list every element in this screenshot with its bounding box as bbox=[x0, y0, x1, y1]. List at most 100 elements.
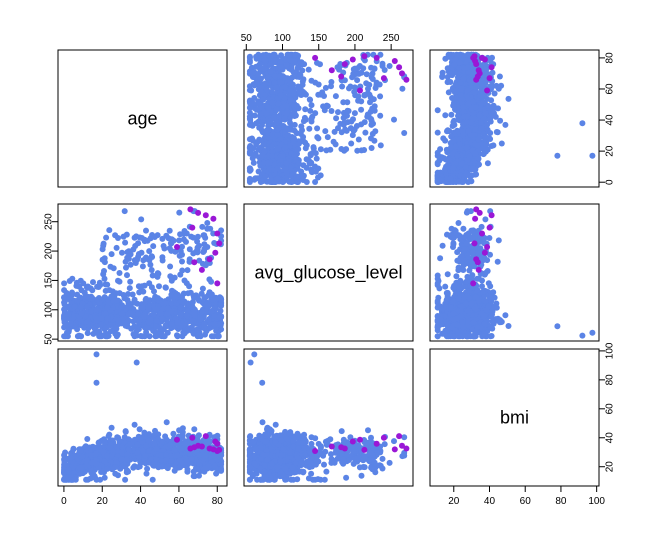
data-point bbox=[463, 209, 470, 216]
data-point bbox=[283, 62, 290, 68]
data-point bbox=[444, 128, 450, 135]
data-point bbox=[142, 255, 149, 262]
data-point bbox=[361, 119, 368, 126]
data-point bbox=[266, 117, 273, 124]
data-point bbox=[483, 141, 490, 148]
minority-point bbox=[216, 240, 223, 247]
data-point bbox=[485, 102, 492, 109]
data-point bbox=[269, 148, 276, 155]
data-point bbox=[206, 316, 212, 323]
data-point bbox=[100, 242, 107, 249]
data-point bbox=[61, 301, 68, 308]
data-point bbox=[161, 245, 168, 252]
data-point bbox=[246, 177, 253, 184]
data-point bbox=[307, 107, 314, 114]
data-point bbox=[386, 63, 393, 69]
data-point bbox=[308, 115, 315, 122]
data-point bbox=[461, 294, 468, 301]
data-point bbox=[314, 125, 321, 132]
data-point bbox=[455, 267, 462, 274]
data-point bbox=[140, 288, 147, 295]
data-point bbox=[310, 144, 317, 151]
data-point bbox=[363, 71, 370, 78]
data-point bbox=[179, 267, 186, 274]
data-point bbox=[107, 263, 114, 270]
data-point bbox=[279, 179, 286, 185]
data-point bbox=[184, 313, 190, 320]
data-point bbox=[199, 223, 206, 230]
data-point bbox=[138, 216, 145, 223]
data-point bbox=[469, 249, 476, 255]
data-point bbox=[302, 106, 309, 113]
data-point bbox=[272, 73, 279, 80]
panel-bmi-vs-age bbox=[57, 348, 228, 487]
data-point bbox=[167, 263, 174, 270]
data-point bbox=[399, 85, 406, 92]
data-point bbox=[295, 140, 302, 147]
data-point bbox=[280, 104, 287, 111]
data-point bbox=[108, 424, 115, 431]
data-point bbox=[196, 330, 202, 337]
data-point bbox=[295, 64, 302, 71]
data-point bbox=[467, 235, 474, 242]
data-point bbox=[176, 237, 183, 244]
data-point bbox=[104, 315, 111, 322]
data-point bbox=[150, 243, 157, 250]
data-point bbox=[449, 298, 456, 305]
data-point bbox=[502, 121, 509, 128]
data-point bbox=[121, 208, 128, 215]
data-point bbox=[101, 259, 108, 266]
data-point bbox=[269, 131, 276, 138]
data-point bbox=[199, 285, 206, 292]
data-point bbox=[279, 152, 286, 159]
data-point bbox=[131, 257, 138, 264]
panel-avg_glucose_level-vs-avg_glucose_level: avg_glucose_level bbox=[243, 203, 414, 342]
data-point bbox=[275, 125, 282, 132]
data-point bbox=[358, 106, 365, 113]
data-point bbox=[262, 80, 269, 87]
data-point bbox=[459, 319, 466, 326]
data-point bbox=[180, 329, 187, 336]
data-point bbox=[122, 476, 129, 483]
data-point bbox=[291, 58, 298, 65]
data-point bbox=[270, 52, 277, 59]
data-point bbox=[186, 283, 193, 290]
data-point bbox=[589, 329, 596, 336]
data-point bbox=[367, 99, 373, 106]
data-point bbox=[119, 310, 126, 317]
data-point bbox=[454, 315, 461, 322]
data-point bbox=[381, 67, 388, 73]
data-point bbox=[455, 329, 461, 336]
data-point bbox=[84, 303, 91, 310]
data-point bbox=[452, 228, 459, 234]
data-point bbox=[143, 295, 150, 302]
minority-point bbox=[198, 266, 205, 273]
data-point bbox=[482, 110, 489, 117]
data-point bbox=[494, 258, 501, 265]
data-point bbox=[338, 146, 345, 152]
data-point bbox=[68, 320, 74, 327]
data-point bbox=[278, 64, 285, 71]
data-point bbox=[250, 137, 256, 144]
panel-age-vs-bmi bbox=[429, 49, 600, 188]
data-point bbox=[344, 99, 351, 106]
point-group bbox=[61, 206, 225, 340]
data-point bbox=[154, 270, 161, 277]
data-point bbox=[485, 303, 492, 310]
panel-frame bbox=[57, 49, 228, 188]
data-point bbox=[127, 310, 134, 317]
data-point bbox=[274, 165, 281, 172]
data-point bbox=[123, 264, 129, 271]
data-point bbox=[498, 140, 505, 147]
data-point bbox=[281, 115, 288, 122]
data-point bbox=[454, 152, 461, 159]
data-point bbox=[497, 317, 504, 324]
data-point bbox=[435, 170, 442, 177]
data-point bbox=[299, 81, 306, 88]
point-group bbox=[434, 51, 596, 185]
data-point bbox=[90, 279, 96, 286]
data-point bbox=[131, 421, 138, 428]
data-point bbox=[437, 255, 444, 262]
data-point bbox=[174, 319, 181, 326]
point-group bbox=[434, 206, 596, 340]
